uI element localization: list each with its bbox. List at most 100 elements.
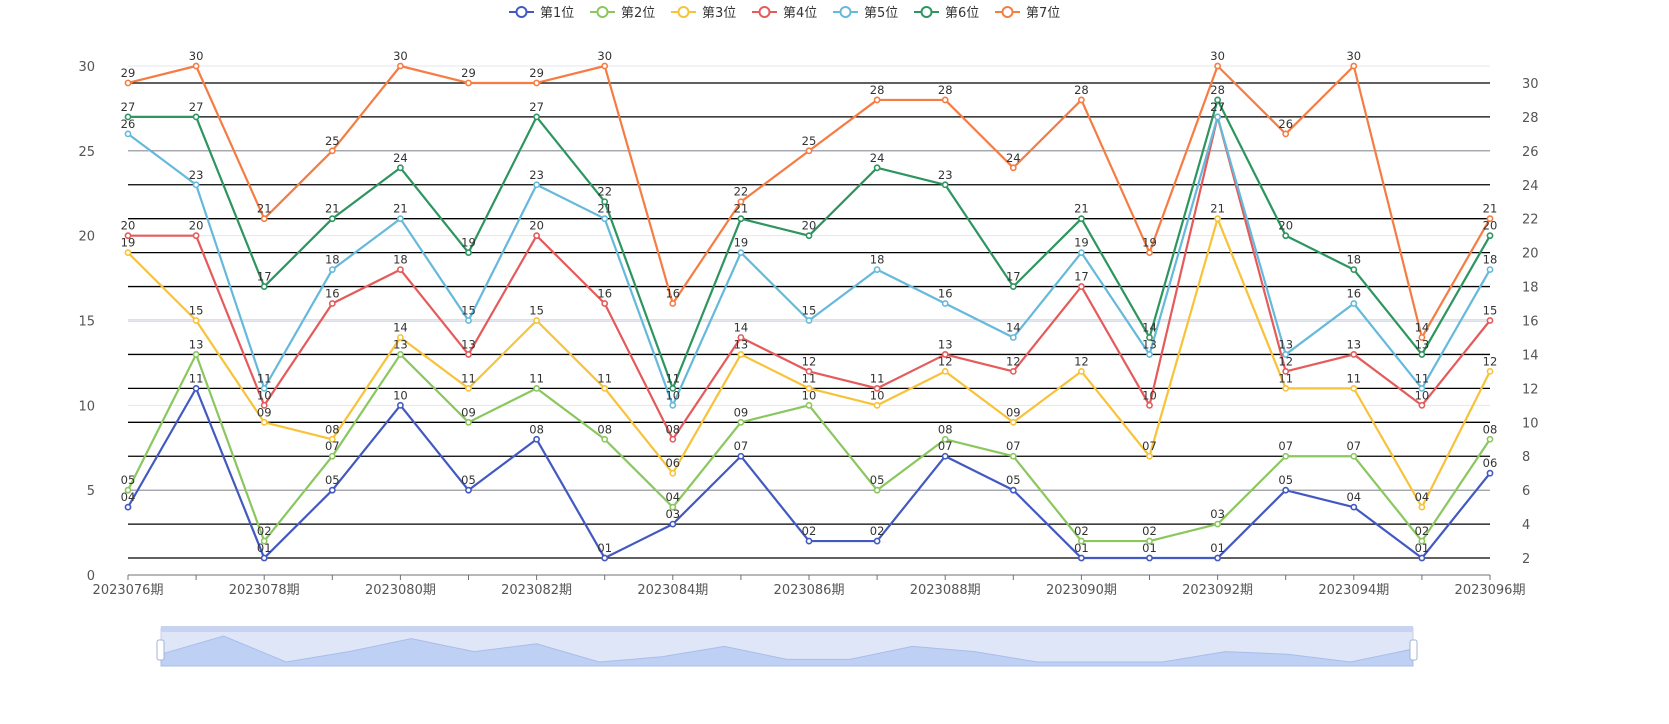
data-point[interactable] [941, 96, 949, 104]
data-point[interactable] [465, 351, 472, 358]
data-point[interactable] [533, 79, 540, 87]
data-point[interactable] [669, 435, 677, 443]
data-point[interactable] [465, 418, 472, 426]
legend[interactable]: 第1位 第2位 第3位 第4位 第5位 第6位 第7位 [509, 6, 1060, 21]
data-point[interactable] [669, 384, 677, 392]
data-point[interactable] [737, 351, 745, 358]
data-point[interactable] [192, 181, 200, 189]
data-point[interactable] [873, 96, 881, 104]
data-point[interactable] [1146, 452, 1153, 460]
data-point[interactable] [396, 164, 404, 172]
data-point[interactable] [1486, 317, 1494, 324]
data-point[interactable] [669, 520, 677, 528]
data-point[interactable] [328, 300, 336, 307]
data-point[interactable] [1418, 384, 1426, 392]
data-point[interactable] [601, 215, 609, 223]
data-point[interactable] [873, 384, 881, 392]
data-point[interactable] [124, 113, 132, 121]
data-point[interactable] [1350, 266, 1358, 273]
data-point[interactable] [873, 164, 881, 172]
data-point[interactable] [1486, 215, 1494, 223]
legend-item[interactable]: 第1位 [509, 6, 574, 21]
data-point[interactable] [1009, 283, 1017, 290]
data-point[interactable] [124, 232, 132, 240]
data-point[interactable] [737, 198, 745, 206]
data-point[interactable] [1214, 113, 1221, 121]
data-point[interactable] [805, 537, 813, 545]
data-point[interactable] [1146, 334, 1153, 341]
data-point[interactable] [737, 215, 745, 223]
data-point[interactable] [533, 232, 540, 240]
data-point[interactable] [737, 249, 745, 257]
data-point[interactable] [669, 401, 677, 409]
data-point[interactable] [1009, 486, 1017, 494]
data-point[interactable] [805, 232, 813, 240]
data-point[interactable] [805, 401, 813, 409]
data-point[interactable] [805, 367, 813, 375]
data-point[interactable] [192, 232, 200, 240]
data-point[interactable] [1214, 215, 1221, 223]
data-point[interactable] [260, 401, 268, 409]
data-point[interactable] [1282, 367, 1290, 375]
data-point[interactable] [533, 435, 540, 443]
data-point[interactable] [1282, 351, 1290, 358]
data-point[interactable] [873, 266, 881, 273]
legend-item[interactable]: 第4位 [752, 6, 817, 21]
data-point[interactable] [1350, 351, 1358, 358]
data-point[interactable] [941, 351, 949, 358]
data-point[interactable] [533, 113, 540, 121]
data-point[interactable] [328, 486, 336, 494]
data-point[interactable] [260, 554, 268, 562]
data-point[interactable] [1418, 401, 1426, 409]
data-point[interactable] [941, 300, 949, 307]
data-point[interactable] [1078, 283, 1085, 290]
data-point[interactable] [601, 198, 609, 206]
data-point[interactable] [601, 300, 609, 307]
data-point[interactable] [601, 435, 609, 443]
data-point[interactable] [1214, 520, 1221, 528]
data-point[interactable] [533, 384, 540, 392]
data-point[interactable] [124, 130, 132, 138]
data-point[interactable] [941, 452, 949, 460]
data-point[interactable] [941, 435, 949, 443]
data-point[interactable] [805, 384, 813, 392]
legend-item[interactable]: 第3位 [671, 6, 736, 21]
data-point[interactable] [1214, 554, 1221, 562]
data-point[interactable] [1078, 96, 1085, 104]
data-point[interactable] [873, 537, 881, 545]
data-point[interactable] [260, 418, 268, 426]
data-point[interactable] [396, 266, 404, 273]
data-point[interactable] [192, 384, 200, 392]
data-point[interactable] [737, 334, 745, 341]
data-point[interactable] [601, 554, 609, 562]
data-point[interactable] [1418, 351, 1426, 358]
data-point[interactable] [465, 317, 472, 324]
data-point[interactable] [941, 181, 949, 189]
data-point[interactable] [1350, 503, 1358, 511]
data-point[interactable] [1350, 384, 1358, 392]
data-point[interactable] [1418, 537, 1426, 545]
datazoom-right-handle[interactable] [1409, 639, 1418, 661]
data-point[interactable] [1418, 503, 1426, 511]
datazoom-left-handle[interactable] [156, 639, 165, 661]
data-point[interactable] [601, 62, 609, 70]
data-point[interactable] [805, 317, 813, 324]
data-point[interactable] [465, 384, 472, 392]
data-point[interactable] [1418, 334, 1426, 341]
data-point[interactable] [1009, 367, 1017, 375]
data-point[interactable] [1009, 452, 1017, 460]
data-point[interactable] [533, 181, 540, 189]
data-point[interactable] [669, 503, 677, 511]
data-point[interactable] [601, 384, 609, 392]
data-point[interactable] [1282, 232, 1290, 240]
data-point[interactable] [669, 469, 677, 477]
data-point[interactable] [1078, 215, 1085, 223]
data-point[interactable] [669, 300, 677, 307]
datazoom-move-handle[interactable] [161, 626, 1413, 632]
data-point[interactable] [192, 113, 200, 121]
data-point[interactable] [1486, 435, 1494, 443]
data-point[interactable] [328, 266, 336, 273]
data-point[interactable] [328, 147, 336, 155]
data-point[interactable] [1282, 130, 1290, 138]
data-point[interactable] [1146, 351, 1153, 358]
